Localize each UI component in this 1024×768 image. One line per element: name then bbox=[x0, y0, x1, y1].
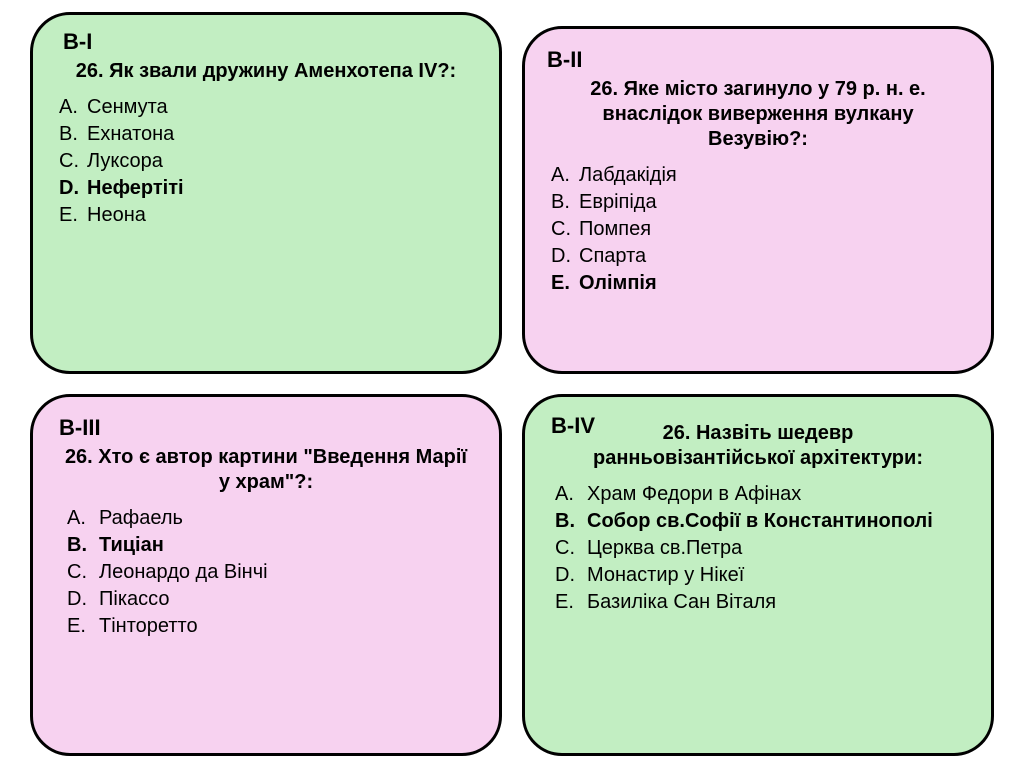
option-text: Церква св.Петра bbox=[587, 535, 742, 562]
option-letter: B. bbox=[67, 532, 99, 559]
quiz-card-1: В-I 26. Як звали дружину Аменхотепа IV?:… bbox=[30, 12, 502, 374]
quiz-card-4: В-IV 26. Назвіть шедевр ранньовізантійсь… bbox=[522, 394, 994, 756]
option-letter: A. bbox=[67, 505, 99, 532]
option-letter: C. bbox=[551, 216, 579, 243]
option-letter: B. bbox=[555, 508, 587, 535]
option-letter: E. bbox=[59, 202, 87, 229]
quiz-card-2: В-II 26. Яке місто загинуло у 79 р. н. е… bbox=[522, 26, 994, 374]
option-d: D.Монастир у Нікеї bbox=[555, 562, 965, 589]
option-text: Леонардо да Вінчі bbox=[99, 559, 268, 586]
option-text: Тінторетто bbox=[99, 613, 198, 640]
option-text: Пікассо bbox=[99, 586, 169, 613]
option-c: C.Помпея bbox=[551, 216, 965, 243]
option-text: Тиціан bbox=[99, 532, 164, 559]
options-list: A.Сенмута B.Ехнатона C.Луксора D.Неферті… bbox=[59, 94, 473, 229]
option-text: Лабдакідія bbox=[579, 162, 677, 189]
option-letter: C. bbox=[67, 559, 99, 586]
quiz-card-3: В-III 26. Хто є автор картини "Введення … bbox=[30, 394, 502, 756]
option-text: Евріпіда bbox=[579, 189, 657, 216]
option-letter: A. bbox=[551, 162, 579, 189]
option-a: A.Храм Федори в Афінах bbox=[555, 481, 965, 508]
option-a: A.Сенмута bbox=[59, 94, 473, 121]
option-text: Луксора bbox=[87, 148, 163, 175]
option-d: D.Нефертіті bbox=[59, 175, 473, 202]
option-b: B.Тиціан bbox=[67, 532, 473, 559]
question-text: 26. Хто є автор картини "Введення Марії … bbox=[59, 445, 473, 495]
option-b: B.Собор св.Софії в Константинополі bbox=[555, 508, 965, 535]
option-text: Храм Федори в Афінах bbox=[587, 481, 801, 508]
question-text: 26. Назвіть шедевр ранньовізантійської а… bbox=[551, 421, 965, 471]
question-text: 26. Яке місто загинуло у 79 р. н. е. вна… bbox=[551, 77, 965, 152]
option-b: B.Евріпіда bbox=[551, 189, 965, 216]
option-letter: A. bbox=[59, 94, 87, 121]
option-b: B.Ехнатона bbox=[59, 121, 473, 148]
option-text: Помпея bbox=[579, 216, 651, 243]
option-letter: E. bbox=[67, 613, 99, 640]
option-letter: C. bbox=[555, 535, 587, 562]
options-list: A.Храм Федори в Афінах B.Собор св.Софії … bbox=[551, 481, 965, 616]
option-letter: E. bbox=[551, 270, 579, 297]
option-c: C.Церква св.Петра bbox=[555, 535, 965, 562]
option-letter: B. bbox=[59, 121, 87, 148]
option-letter: A. bbox=[555, 481, 587, 508]
option-text: Собор св.Софії в Константинополі bbox=[587, 508, 933, 535]
option-letter: D. bbox=[555, 562, 587, 589]
option-text: Рафаель bbox=[99, 505, 183, 532]
variant-label: В-I bbox=[63, 29, 473, 55]
option-text: Ехнатона bbox=[87, 121, 174, 148]
options-list: A.Рафаель B.Тиціан C.Леонардо да Вінчі D… bbox=[59, 505, 473, 640]
quiz-grid: В-I 26. Як звали дружину Аменхотепа IV?:… bbox=[30, 12, 994, 756]
option-a: A.Лабдакідія bbox=[551, 162, 965, 189]
question-text: 26. Як звали дружину Аменхотепа IV?: bbox=[59, 59, 473, 84]
option-c: C.Луксора bbox=[59, 148, 473, 175]
option-a: A.Рафаель bbox=[67, 505, 473, 532]
option-letter: D. bbox=[551, 243, 579, 270]
option-letter: D. bbox=[59, 175, 87, 202]
option-text: Нефертіті bbox=[87, 175, 184, 202]
option-d: D.Пікассо bbox=[67, 586, 473, 613]
variant-label: В-III bbox=[59, 415, 473, 441]
option-text: Монастир у Нікеї bbox=[587, 562, 744, 589]
option-letter: B. bbox=[551, 189, 579, 216]
option-c: C.Леонардо да Вінчі bbox=[67, 559, 473, 586]
option-e: E.Неона bbox=[59, 202, 473, 229]
option-text: Спарта bbox=[579, 243, 646, 270]
option-text: Неона bbox=[87, 202, 146, 229]
option-e: E.Тінторетто bbox=[67, 613, 473, 640]
option-e: E.Олімпія bbox=[551, 270, 965, 297]
option-text: Сенмута bbox=[87, 94, 168, 121]
option-letter: C. bbox=[59, 148, 87, 175]
variant-label: В-II bbox=[547, 47, 965, 73]
options-list: A.Лабдакідія B.Евріпіда C.Помпея D.Спарт… bbox=[551, 162, 965, 297]
option-e: E.Базиліка Сан Віталя bbox=[555, 589, 965, 616]
option-text: Базиліка Сан Віталя bbox=[587, 589, 776, 616]
option-letter: D. bbox=[67, 586, 99, 613]
option-d: D.Спарта bbox=[551, 243, 965, 270]
option-letter: E. bbox=[555, 589, 587, 616]
option-text: Олімпія bbox=[579, 270, 657, 297]
